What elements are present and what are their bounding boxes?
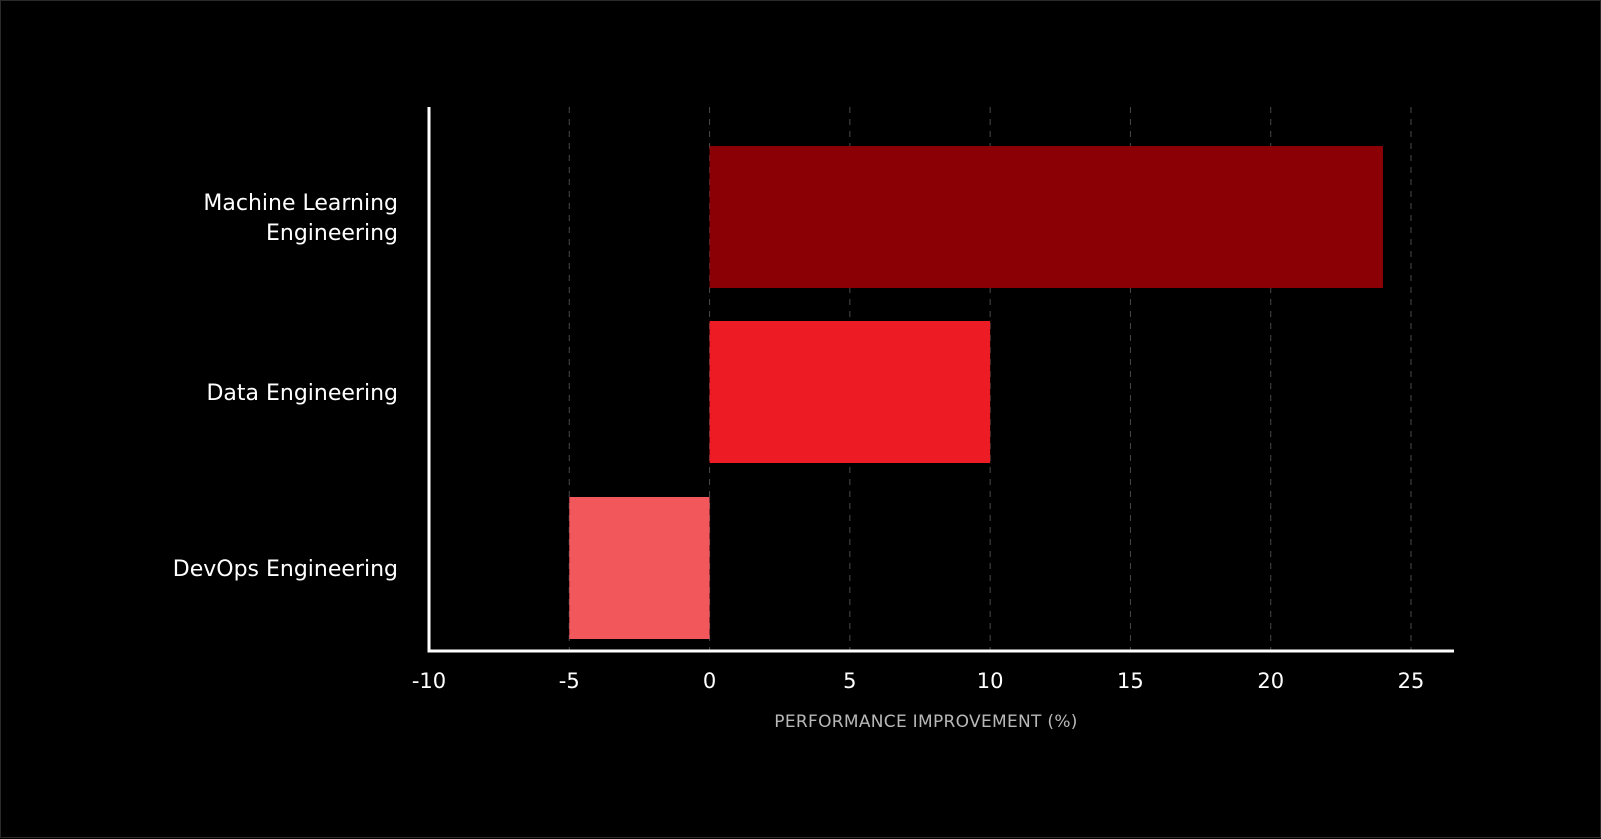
x-tick-label: 25 xyxy=(1398,669,1425,693)
bar-2 xyxy=(569,497,710,639)
x-tick-label: 10 xyxy=(977,669,1004,693)
bar-0 xyxy=(709,146,1383,288)
x-axis-title: PERFORMANCE IMPROVEMENT (%) xyxy=(774,712,1077,732)
category-label: Engineering xyxy=(266,221,398,246)
bars xyxy=(569,146,1383,639)
x-tick-label: 15 xyxy=(1117,669,1144,693)
x-tick-label: 0 xyxy=(703,669,716,693)
bar-1 xyxy=(709,321,991,463)
category-label: DevOps Engineering xyxy=(173,557,398,582)
x-tick-label: -5 xyxy=(559,669,580,693)
category-label: Machine Learning xyxy=(203,191,398,216)
x-tick-label: 20 xyxy=(1257,669,1284,693)
axes xyxy=(427,107,1454,653)
x-tick-label: 5 xyxy=(843,669,856,693)
labels: -10 -5 0 5 10 15 20 25 Machine Learning Engineeri… xyxy=(173,191,1425,693)
x-tick-label: -10 xyxy=(412,669,446,693)
category-label: Data Engineering xyxy=(206,381,398,406)
